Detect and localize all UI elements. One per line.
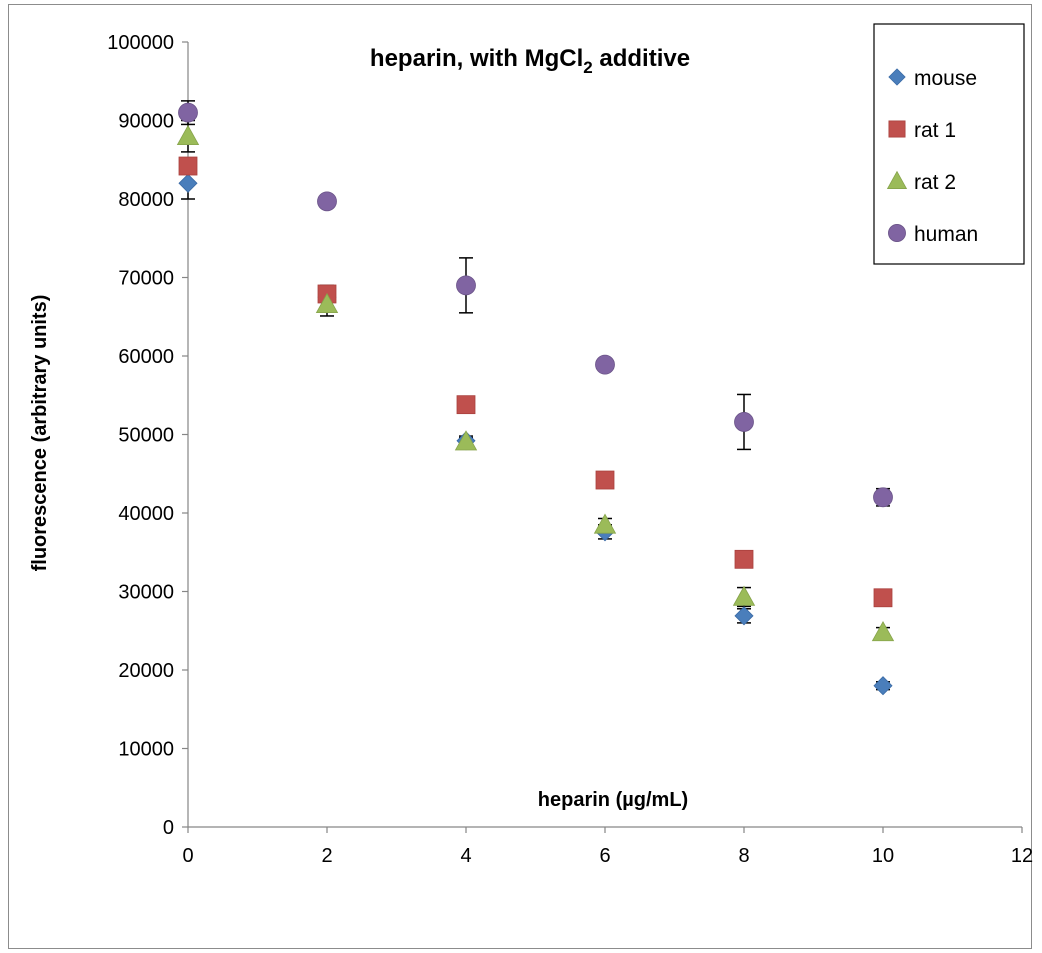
point-human — [456, 275, 476, 296]
point-rat-2 — [315, 292, 339, 313]
legend-label-mouse: mouse — [914, 67, 977, 90]
point-human — [595, 354, 615, 375]
point-rat-2 — [871, 620, 895, 642]
y-tick-label: 90000 — [118, 111, 174, 133]
legend-marker-rat-2 — [886, 170, 908, 189]
y-tick-label: 100000 — [107, 32, 174, 54]
point-human — [734, 412, 754, 432]
y-tick-label: 20000 — [118, 660, 174, 682]
chart-title-main: heparin, with MgCl — [370, 45, 583, 72]
y-tick-label: 30000 — [118, 582, 174, 604]
chart-title-subscript: 2 — [583, 58, 592, 77]
point-human — [178, 102, 198, 123]
point-mouse — [178, 173, 198, 193]
legend: mouse rat 1 rat 2 human — [873, 23, 1025, 265]
chart-title: heparin, with MgCl2 additive — [370, 45, 690, 77]
point-mouse — [734, 606, 754, 626]
point-rat-1 — [595, 470, 615, 490]
chart-title-suffix: additive — [593, 45, 690, 72]
x-tick-label: 4 — [460, 845, 471, 867]
x-tick-label: 8 — [738, 845, 749, 867]
legend-box — [873, 23, 1025, 265]
y-tick-label: 70000 — [118, 268, 174, 290]
error-bars — [181, 100, 890, 691]
point-rat-1 — [456, 395, 476, 415]
x-tick-label: 12 — [1011, 845, 1033, 867]
x-tick-label: 0 — [182, 845, 193, 867]
x-axis-title: heparin (µg/mL) — [538, 789, 688, 811]
point-rat-1 — [734, 549, 754, 569]
point-human — [873, 487, 893, 508]
y-tick-label: 10000 — [118, 739, 174, 761]
data-points — [176, 102, 895, 696]
point-rat-1 — [873, 588, 893, 608]
point-rat-2 — [732, 585, 756, 606]
legend-label-human: human — [914, 223, 978, 246]
point-human — [317, 191, 337, 212]
x-tick-label: 2 — [321, 845, 332, 867]
y-axis-title: fluorescence (arbitrary units) — [29, 295, 51, 572]
legend-marker-human — [888, 224, 906, 242]
point-mouse — [873, 676, 893, 696]
legend-label-rat-1: rat 1 — [914, 119, 956, 142]
legend-marker-rat-1 — [888, 120, 906, 138]
point-rat-2 — [593, 513, 617, 534]
point-rat-2 — [454, 430, 478, 451]
y-tick-label: 60000 — [118, 346, 174, 368]
legend-marker-mouse — [888, 68, 906, 86]
y-tick-label: 40000 — [118, 503, 174, 525]
axes: 0 10000 20000 30000 40000 50000 60000 70000 8000… — [107, 32, 1033, 867]
x-tick-label: 10 — [872, 845, 894, 867]
point-rat-2 — [176, 124, 200, 146]
point-rat-1 — [178, 156, 198, 176]
legend-label-rat-2: rat 2 — [914, 171, 956, 194]
y-tick-label: 50000 — [118, 425, 174, 447]
y-tick-label: 80000 — [118, 189, 174, 211]
y-tick-label: 0 — [163, 817, 174, 839]
x-tick-label: 6 — [599, 845, 610, 867]
